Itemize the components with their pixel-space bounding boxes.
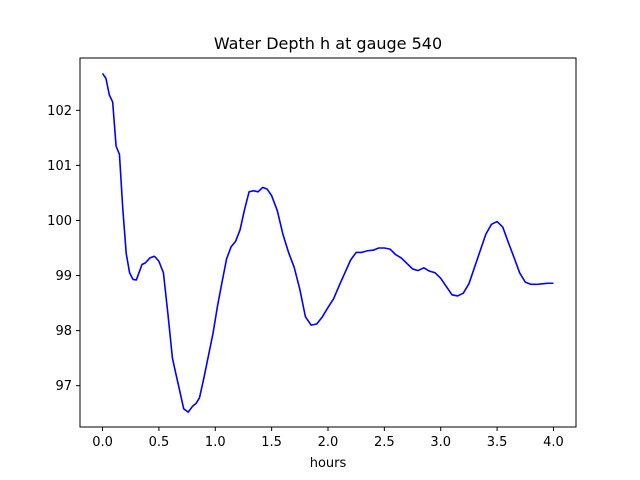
plot-area	[101, 72, 554, 413]
x-tick-label: 3.0	[430, 435, 451, 450]
y-tick-label: 97	[55, 379, 72, 394]
y-axis: 97 98 99 100 101 102	[47, 104, 80, 394]
y-tick-label: 99	[55, 269, 72, 284]
x-tick-label: 3.5	[487, 435, 508, 450]
y-tick-label: 100	[47, 214, 72, 229]
y-tick-label: 98	[55, 324, 72, 339]
x-tick-label: 1.0	[205, 435, 226, 450]
x-tick-label: 0.5	[149, 435, 170, 450]
x-tick-label: 0.0	[92, 435, 113, 450]
y-tick-label: 101	[47, 159, 72, 174]
chart-title: Water Depth h at gauge 540	[214, 34, 442, 53]
x-tick-label: 2.5	[374, 435, 395, 450]
y-tick-label: 102	[47, 104, 72, 119]
x-tick-label: 4.0	[543, 435, 564, 450]
x-tick-label: 2.0	[318, 435, 339, 450]
x-tick-label: 1.5	[261, 435, 282, 450]
x-axis: 0.0 0.5 1.0 1.5 2.0 2.5 3.0 3.5 4.0	[92, 427, 564, 450]
plot-frame	[79, 57, 577, 428]
x-axis-title: hours	[310, 456, 347, 471]
series-line-0	[101, 72, 554, 413]
